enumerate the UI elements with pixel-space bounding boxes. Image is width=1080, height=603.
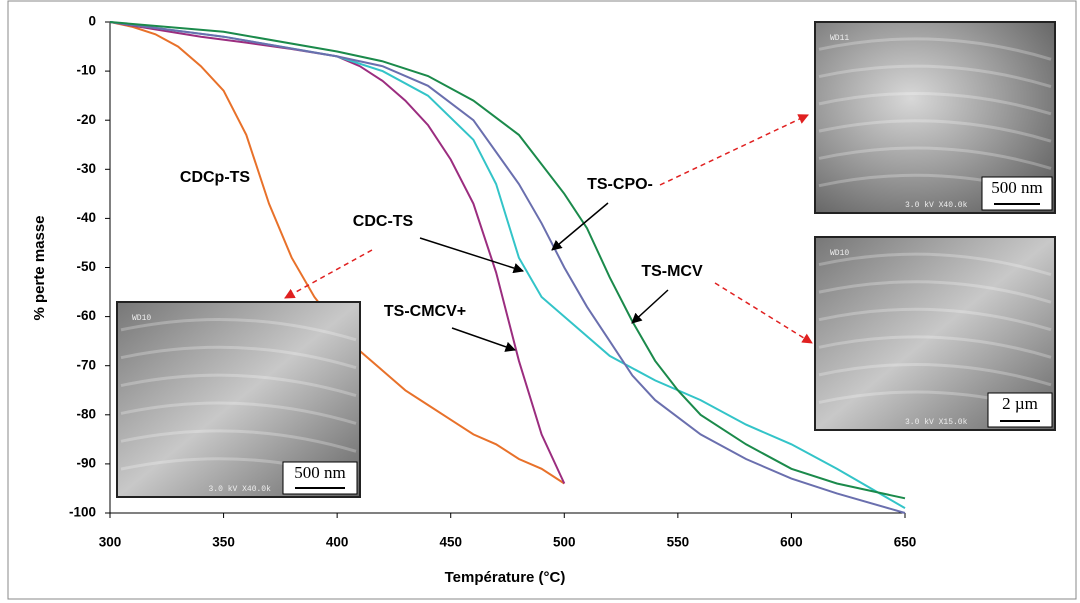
y-tick-label: -60 [76, 308, 96, 323]
x-tick-label: 450 [439, 535, 462, 550]
y-tick-label: 0 [88, 14, 96, 29]
sem-texture [120, 401, 357, 425]
y-tick-label: -40 [76, 210, 96, 225]
scale-label: 500 nm [294, 463, 345, 482]
sem-texture [818, 119, 1052, 143]
sem-texture [818, 146, 1052, 170]
x-tick-label: 350 [212, 535, 235, 550]
sem-label: WD10 [132, 314, 151, 323]
series-label: CDCp-TS [180, 169, 251, 186]
scale-box [987, 392, 1053, 428]
series-line [109, 21, 906, 514]
sem-texture [818, 37, 1052, 61]
scale-label: 2 µm [1002, 394, 1038, 413]
series-label: CDC-TS [353, 213, 414, 230]
sem-texture [120, 345, 357, 370]
series-label: TS-CMCV+ [384, 303, 466, 320]
x-tick-label: 650 [894, 535, 917, 550]
frame [7, 0, 1077, 600]
arrow [551, 202, 609, 251]
sem-texture [818, 335, 1052, 359]
series-line [109, 21, 566, 484]
arrow [419, 237, 524, 274]
series-line [109, 21, 906, 509]
y-tick-label: -70 [76, 357, 96, 372]
sem-texture [818, 252, 1052, 277]
sem-label: 3.0 kV X15.0k [905, 418, 968, 427]
series-label: TS-CPO- [587, 176, 653, 193]
dashed-arrow [714, 282, 813, 344]
x-axis-label: Température (°C) [445, 569, 566, 586]
sem-texture [818, 307, 1052, 332]
series-label: TS-MCV [641, 263, 703, 280]
sem-texture [818, 362, 1052, 387]
sem-label: 3.0 kV X40.0k [209, 485, 272, 494]
sem-texture [120, 317, 357, 342]
x-tick-label: 600 [780, 535, 803, 550]
arrow [451, 327, 516, 352]
scale-label: 500 nm [991, 178, 1042, 197]
y-tick-label: -20 [76, 112, 96, 127]
y-tick-label: -30 [76, 161, 96, 176]
y-tick-label: -100 [69, 505, 96, 520]
sem-texture [120, 373, 357, 398]
y-tick-label: -50 [76, 259, 96, 274]
sem-texture [818, 280, 1052, 304]
dashed-arrow [284, 249, 373, 299]
sem-label: WD11 [830, 34, 849, 43]
dashed-arrow [659, 114, 809, 186]
sem-texture [120, 429, 357, 453]
x-tick-label: 500 [553, 535, 576, 550]
series-line [109, 21, 906, 500]
y-axis-label: % perte masse [31, 215, 48, 320]
sem-label: WD10 [830, 249, 849, 258]
sem-texture [818, 91, 1052, 116]
sem-label: 3.0 kV X40.0k [905, 201, 968, 210]
x-tick-label: 300 [99, 535, 122, 550]
x-tick-label: 400 [326, 535, 349, 550]
x-tick-label: 550 [667, 535, 690, 550]
y-tick-label: -10 [76, 63, 96, 78]
y-tick-label: -80 [76, 406, 96, 421]
y-tick-label: -90 [76, 455, 96, 470]
sem-texture [818, 64, 1052, 89]
arrow [631, 289, 669, 324]
